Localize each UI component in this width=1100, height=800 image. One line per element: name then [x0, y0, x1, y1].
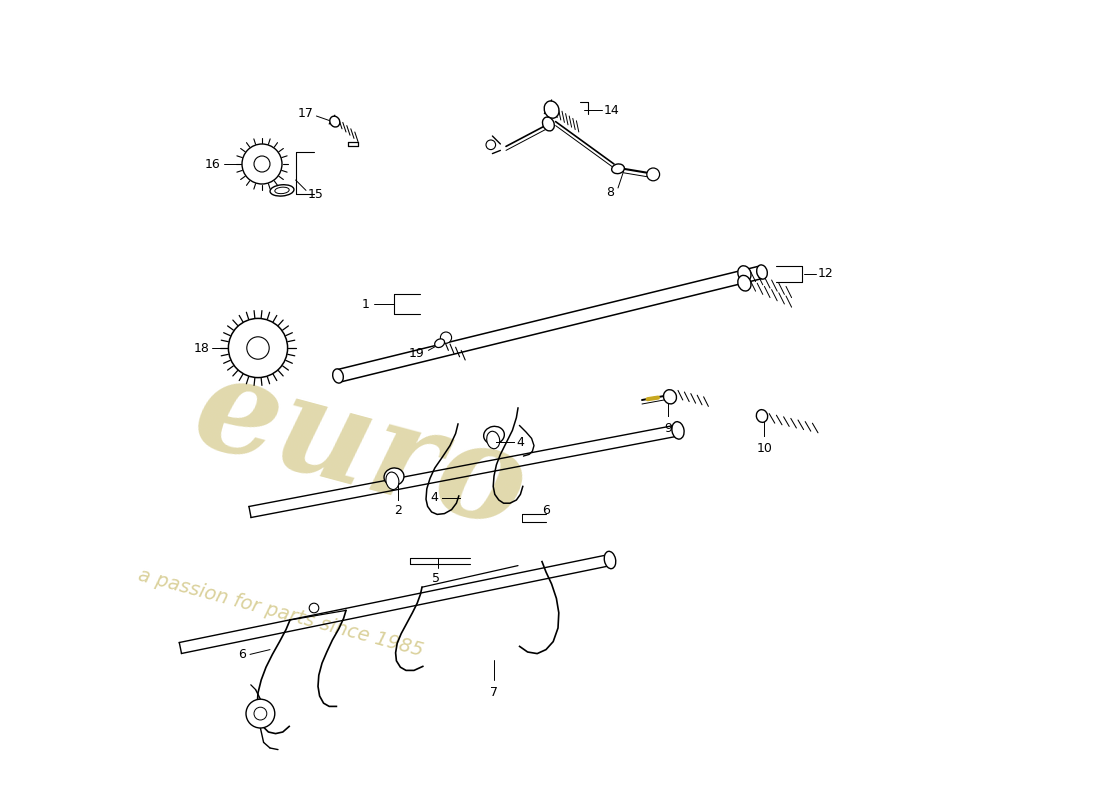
Ellipse shape: [757, 410, 768, 422]
Ellipse shape: [486, 431, 499, 449]
Text: 15: 15: [308, 188, 323, 201]
Ellipse shape: [384, 468, 404, 486]
Text: 7: 7: [490, 686, 498, 698]
Ellipse shape: [612, 164, 625, 174]
Text: 12: 12: [817, 267, 833, 280]
Ellipse shape: [484, 426, 504, 444]
Text: 10: 10: [757, 442, 772, 454]
Circle shape: [309, 603, 319, 613]
Text: 18: 18: [194, 342, 209, 354]
Ellipse shape: [330, 116, 340, 127]
Ellipse shape: [434, 339, 444, 347]
Circle shape: [242, 144, 282, 184]
Text: a passion for parts since 1985: a passion for parts since 1985: [136, 566, 426, 660]
Ellipse shape: [542, 117, 554, 131]
Circle shape: [254, 156, 270, 172]
Circle shape: [647, 168, 660, 181]
Circle shape: [246, 699, 275, 728]
Text: 4: 4: [430, 491, 438, 504]
Text: 14: 14: [604, 104, 619, 117]
Ellipse shape: [672, 422, 684, 439]
Ellipse shape: [332, 369, 343, 383]
Ellipse shape: [738, 266, 751, 282]
Text: euro: euro: [180, 344, 540, 556]
Text: 1: 1: [362, 298, 370, 310]
Text: 6: 6: [238, 648, 246, 661]
Text: 4: 4: [516, 436, 525, 449]
Ellipse shape: [604, 551, 616, 569]
Ellipse shape: [275, 187, 289, 194]
Ellipse shape: [757, 265, 768, 279]
Ellipse shape: [663, 390, 676, 404]
Text: 6: 6: [542, 504, 550, 517]
Text: 5: 5: [432, 572, 440, 585]
Ellipse shape: [544, 101, 559, 118]
Text: 19: 19: [409, 347, 425, 360]
Text: 2: 2: [394, 504, 402, 517]
Ellipse shape: [386, 472, 399, 490]
Text: 9: 9: [664, 422, 672, 434]
Circle shape: [229, 318, 287, 378]
Text: 17: 17: [297, 107, 313, 120]
Text: 8: 8: [606, 186, 614, 198]
Ellipse shape: [270, 185, 294, 196]
Circle shape: [246, 337, 270, 359]
Circle shape: [440, 332, 452, 343]
Text: 16: 16: [205, 158, 220, 170]
Ellipse shape: [738, 275, 751, 291]
Circle shape: [254, 707, 267, 720]
